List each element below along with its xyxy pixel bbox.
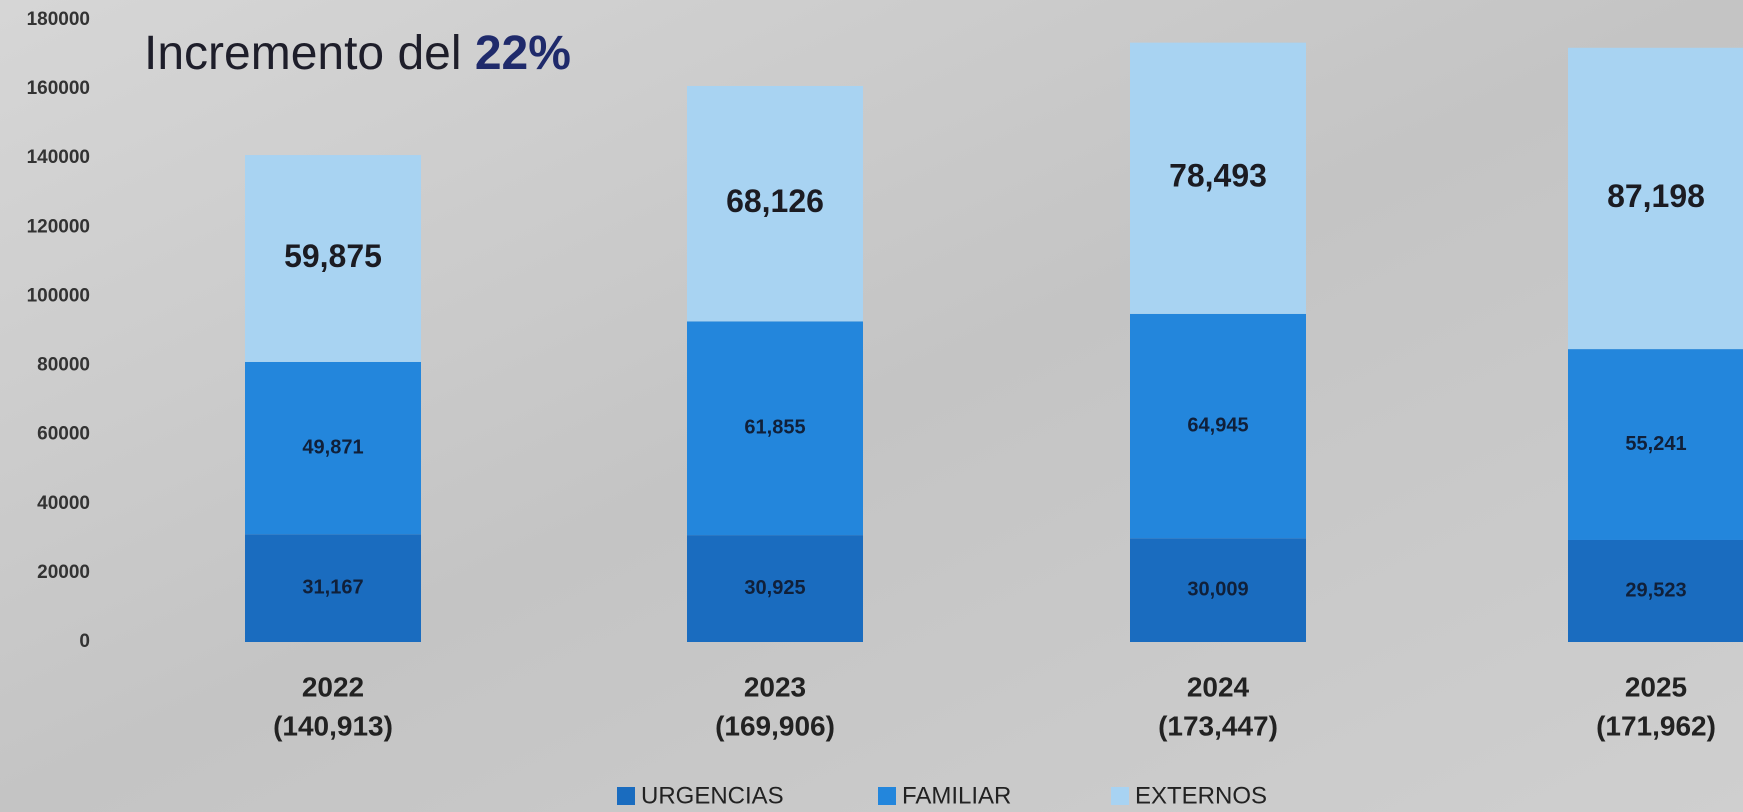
y-tick-label: 180000 (27, 9, 90, 30)
value-label: 61,855 (744, 417, 805, 439)
category-total: (140,913) (273, 710, 393, 741)
legend-label: FAMILIAR (902, 782, 1011, 809)
title-text: Incremento del (144, 27, 462, 80)
y-tick-label: 20000 (37, 562, 90, 583)
y-tick-label: 80000 (37, 355, 90, 376)
y-tick-label: 120000 (27, 216, 90, 237)
value-label: 49,871 (302, 436, 363, 458)
value-label: 78,493 (1169, 158, 1267, 194)
value-label: 87,198 (1607, 178, 1705, 214)
y-tick-label: 40000 (37, 493, 90, 514)
y-tick-label: 140000 (27, 147, 90, 168)
value-label: 68,126 (726, 183, 824, 219)
title-emphasis: 22% (475, 27, 571, 80)
x-tick-label: 2024 (1187, 671, 1250, 702)
category-total: (169,906) (715, 710, 835, 741)
y-tick-label: 160000 (27, 78, 90, 99)
value-label: 30,009 (1187, 578, 1248, 600)
y-tick-label: 60000 (37, 424, 90, 445)
legend-swatch (878, 787, 896, 805)
page: {"chart_data": { "type": "stacked_bar", … (0, 0, 1743, 812)
value-label: 29,523 (1625, 579, 1686, 601)
legend-swatch (617, 787, 635, 805)
y-tick-label: 0 (79, 631, 90, 652)
chart: Incremento del 22% 0 20000 40000 60000 80000… (0, 0, 1743, 812)
value-label: 30,925 (744, 577, 805, 599)
value-label: 64,945 (1187, 414, 1248, 436)
x-tick-label: 2025 (1625, 671, 1687, 702)
chart-title: Incremento del 22% (144, 27, 571, 80)
value-label: 55,241 (1625, 433, 1686, 455)
value-label: 59,875 (284, 238, 382, 274)
value-label: 31,167 (302, 576, 363, 598)
legend-swatch (1111, 787, 1129, 805)
x-tick-label: 2023 (744, 671, 806, 702)
x-tick-label: 2022 (302, 671, 364, 702)
y-tick-label: 100000 (27, 285, 90, 306)
legend-label: EXTERNOS (1135, 782, 1267, 809)
legend-label: URGENCIAS (641, 782, 784, 809)
category-total: (171,962) (1596, 710, 1716, 741)
category-total: (173,447) (1158, 710, 1278, 741)
